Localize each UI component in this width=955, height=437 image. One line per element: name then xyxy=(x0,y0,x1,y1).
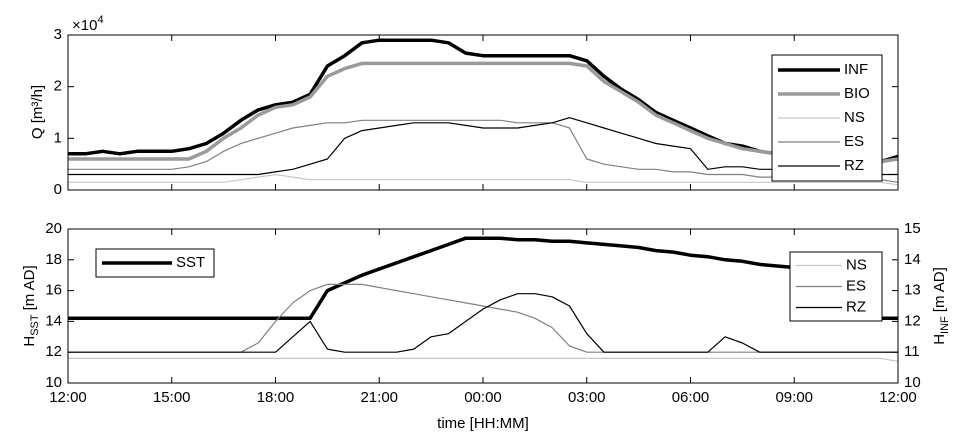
y-tick-label: 14 xyxy=(45,312,62,329)
series-line xyxy=(68,293,898,353)
legend-label: RZ xyxy=(846,298,866,315)
label-sub: SST xyxy=(29,314,41,336)
y-tick-label: 2 xyxy=(54,78,62,95)
y-tick-label: 12 xyxy=(45,343,62,360)
legend-label: RZ xyxy=(844,157,864,174)
y-tick-label: 13 xyxy=(904,282,921,299)
x-tick-label: 15:00 xyxy=(153,389,191,406)
y-tick-label: 0 xyxy=(54,181,62,198)
axes-box xyxy=(67,34,899,191)
legend-label: INF xyxy=(844,61,868,78)
label-main: H xyxy=(931,334,948,345)
series-line xyxy=(68,117,898,176)
x-tick-label: 21:00 xyxy=(360,389,398,406)
y-tick-label: 3 xyxy=(54,26,62,43)
axes-box xyxy=(67,228,899,384)
legend-label: NS xyxy=(844,109,865,126)
y2-axis-label: HINF [m AD] xyxy=(931,267,951,345)
y-tick-label: 10 xyxy=(904,374,921,391)
label-unit: [m AD] xyxy=(21,265,38,310)
y-tick-label: 10 xyxy=(45,374,62,391)
legend-label: SST xyxy=(176,254,205,271)
series-line xyxy=(68,61,899,164)
multiplier-base: ×10 xyxy=(72,17,97,34)
label-unit: [m AD] xyxy=(931,267,948,312)
legend-label: NS xyxy=(846,256,867,273)
series-line xyxy=(68,173,899,186)
x-tick-label: 00:00 xyxy=(464,389,502,406)
legend-label: ES xyxy=(844,133,864,150)
series-line xyxy=(68,119,899,183)
x-tick-label: 18:00 xyxy=(257,389,295,406)
y-tick-label: 15 xyxy=(904,220,921,237)
x-tick-label: 06:00 xyxy=(672,389,710,406)
y-multiplier: ×104 xyxy=(72,14,104,34)
y-tick-label: 18 xyxy=(45,251,62,268)
series-line xyxy=(68,357,899,362)
y-tick-label: 1 xyxy=(54,129,62,146)
label-main: H xyxy=(21,336,38,347)
legend-label: BIO xyxy=(844,85,870,102)
x-tick-label: 03:00 xyxy=(568,389,606,406)
y-tick-label: 20 xyxy=(45,220,62,237)
y-tick-label: 14 xyxy=(904,251,921,268)
y-axis-label: HSST [m AD] xyxy=(21,265,41,346)
x-tick-label: 12:00 xyxy=(879,389,917,406)
multiplier-exponent: 4 xyxy=(97,14,103,26)
x-axis-label: time [HH:MM] xyxy=(437,415,529,432)
x-tick-label: 12:00 xyxy=(49,389,87,406)
y-tick-label: 11 xyxy=(904,343,920,360)
series-line xyxy=(68,236,898,321)
y-axis-label: Q [m³/h] xyxy=(29,85,46,139)
y-tick-label: 12 xyxy=(904,312,921,329)
x-tick-label: 09:00 xyxy=(775,389,813,406)
y-tick-label: 16 xyxy=(45,282,62,299)
legend-label: ES xyxy=(846,277,866,294)
label-sub: INF xyxy=(939,316,951,334)
